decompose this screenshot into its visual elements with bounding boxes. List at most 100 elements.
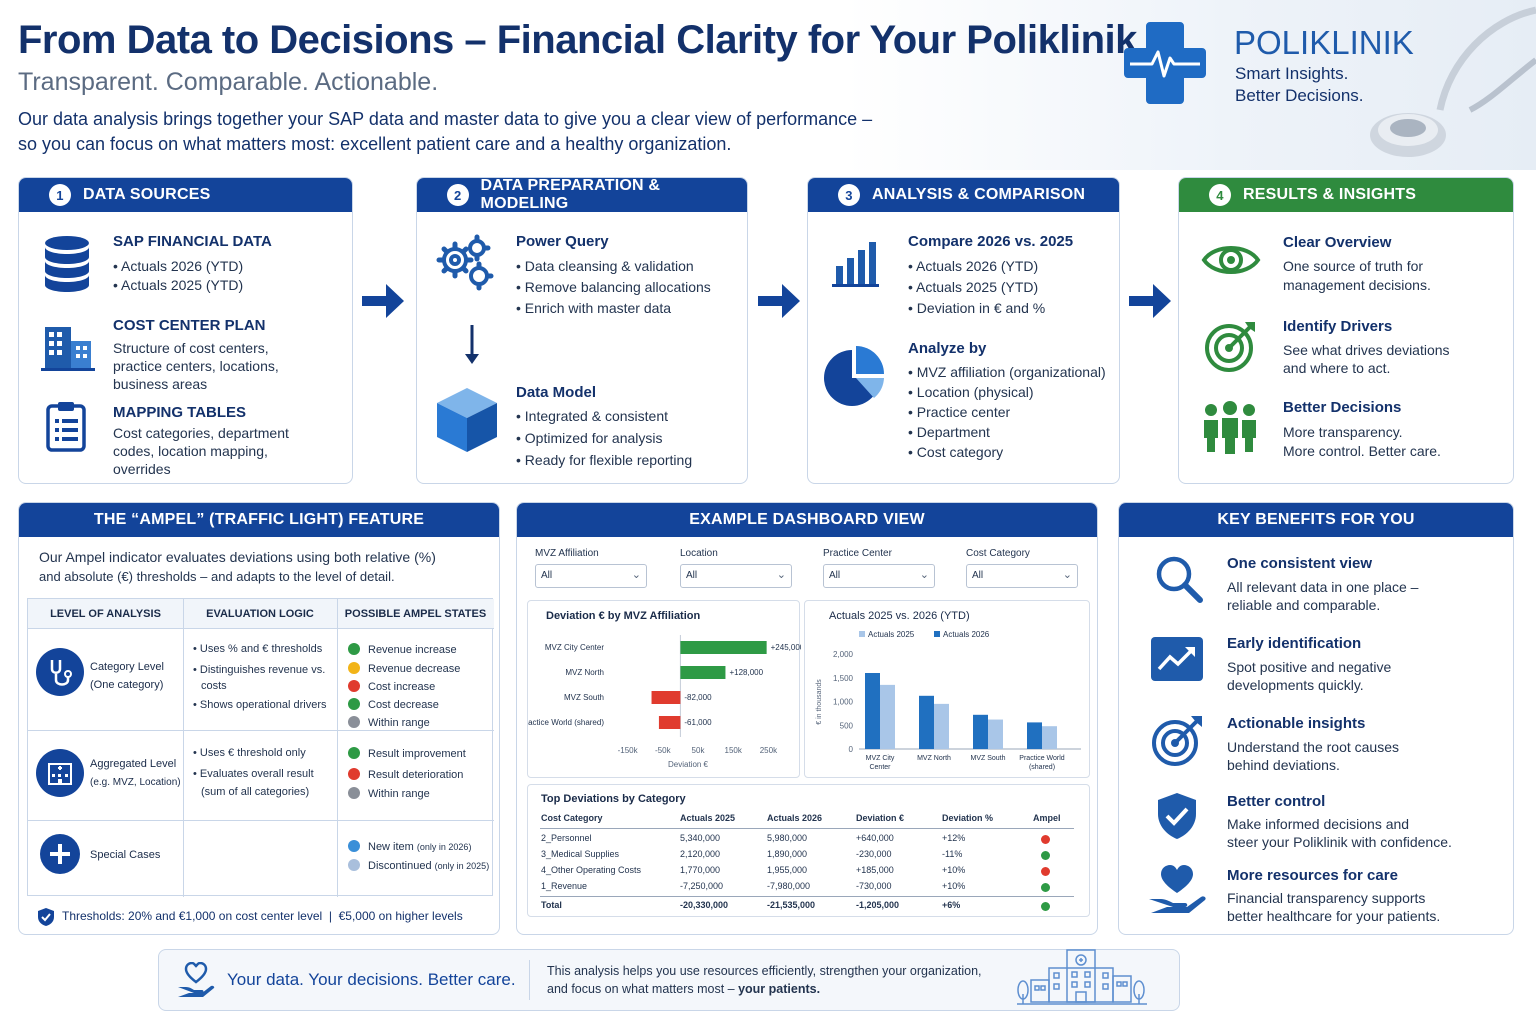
sap-financial-data-title: SAP FINANCIAL DATA <box>113 233 272 250</box>
table-cell: 4_Other Operating Costs <box>541 865 642 875</box>
ampel-feature-panel: THE “AMPEL” (TRAFFIC LIGHT) FEATURE Our … <box>18 502 500 935</box>
table-total-row: Total -20,330,000 -21,535,000 -1,205,000 +6% <box>540 900 1074 916</box>
page-title: From Data to Decisions – Financial Clari… <box>18 18 1137 62</box>
mapping-tables-text-1: Cost categories, department <box>113 425 289 441</box>
logic-item: • Shows operational drivers <box>193 699 327 711</box>
table-cell: 1,955,000 <box>767 865 808 875</box>
stethoscope-icon <box>36 648 84 696</box>
mapping-tables-text-3: overrides <box>113 461 171 477</box>
filter-location[interactable]: Location All ⌄ <box>680 548 792 588</box>
legend-label: Actuals 2026 <box>943 630 990 639</box>
filter-select[interactable]: All ⌄ <box>966 564 1078 588</box>
brand-tagline-2: Better Decisions. <box>1235 86 1364 105</box>
magnifier-icon <box>1156 556 1203 603</box>
gray-dot-icon <box>348 716 360 728</box>
clear-overview-text-2: management decisions. <box>1283 277 1431 293</box>
plus-icon <box>40 834 80 874</box>
data-label: -82,000 <box>684 693 712 702</box>
target-icon <box>1205 322 1255 372</box>
mapping-tables-title: MAPPING TABLES <box>113 404 247 421</box>
benefit-title: More resources for care <box>1227 867 1398 884</box>
example-dashboard-panel: EXAMPLE DASHBOARD VIEW MVZ Affiliation A… <box>516 502 1098 935</box>
ampel-state: Within range <box>348 716 430 729</box>
step-data-sources-panel: 1 DATA SOURCES SAP FINANCIAL DATA • Actu… <box>18 177 353 484</box>
brand-name: POLIKLINIK <box>1234 24 1414 61</box>
data-label: +245,000 <box>771 643 801 652</box>
table-row: 4_Other Operating Costs 1,770,000 1,955,00… <box>540 865 1074 881</box>
list-item: • Data cleansing & validation <box>516 258 694 274</box>
deviation-chart-card: Deviation € by MVZ Affiliation MVZ City … <box>527 600 801 778</box>
bar-actuals-2025 <box>880 684 895 749</box>
step-number: 2 <box>447 184 469 206</box>
filter-label: MVZ Affiliation <box>535 548 599 559</box>
hospital-skyline-icon <box>1017 949 1147 1005</box>
divider <box>540 896 1074 897</box>
chevron-down-icon: ⌄ <box>1062 569 1072 581</box>
y-tick-label: 1,500 <box>833 674 854 683</box>
cost-center-plan-title: COST CENTER PLAN <box>113 317 266 334</box>
identify-drivers-title: Identify Drivers <box>1283 318 1393 335</box>
step-results-panel: 4 RESULTS & INSIGHTS Clear Overview One … <box>1178 177 1514 484</box>
logic-item-cont: costs <box>201 680 227 692</box>
hospital-building-icon <box>36 749 84 797</box>
yellow-dot-icon <box>348 662 360 674</box>
benefit-text: reliable and comparable. <box>1227 597 1381 613</box>
benefit-text: better healthcare for your patients. <box>1227 908 1441 924</box>
list-item: • Practice center <box>908 404 1011 420</box>
table-cell: -730,000 <box>856 881 892 891</box>
target-arrow-icon <box>1152 716 1202 766</box>
table-cell: +10% <box>942 881 966 891</box>
column-header: LEVEL OF ANALYSIS <box>50 608 161 620</box>
column-header: Deviation % <box>942 813 994 823</box>
chevron-down-icon: ⌄ <box>776 569 786 581</box>
top-deviations-table: Top Deviations by Category Cost Category… <box>527 784 1090 917</box>
step-number: 4 <box>1209 184 1231 206</box>
category-label: MVZ North <box>917 755 951 762</box>
filter-select[interactable]: All ⌄ <box>680 564 792 588</box>
list-item: • MVZ affiliation (organizational) <box>908 364 1106 380</box>
category-label: MVZ North <box>565 668 604 677</box>
bar-chart-icon <box>832 242 879 287</box>
table-cell: 2,120,000 <box>680 849 721 859</box>
filter-practice-center[interactable]: Practice Center All ⌄ <box>823 548 935 588</box>
table-cell: 5,340,000 <box>680 833 721 843</box>
filter-select[interactable]: All ⌄ <box>535 564 647 588</box>
benefit-text: Understand the root causes <box>1227 739 1399 755</box>
list-item: • Enrich with master data <box>516 300 672 316</box>
green-dot-icon <box>348 643 360 655</box>
ampel-state: Revenue decrease <box>348 662 460 675</box>
category-label: MVZ South <box>970 755 1005 762</box>
ampel-dot-icon <box>1041 867 1050 876</box>
bar-actuals-2026 <box>1027 722 1042 749</box>
category-label: Practice World (shared) <box>528 718 604 727</box>
filter-select[interactable]: All ⌄ <box>823 564 935 588</box>
ampel-intro-1: Our Ampel indicator evaluates deviations… <box>39 549 436 565</box>
filter-mvz-affiliation[interactable]: MVZ Affiliation All ⌄ <box>535 548 647 588</box>
level-special-cases: Special Cases <box>90 849 161 861</box>
green-dot-icon <box>348 698 360 710</box>
table-cell: 1_Revenue <box>541 881 588 891</box>
table-cell: -11% <box>942 849 963 859</box>
filter-cost-category[interactable]: Cost Category All ⌄ <box>966 548 1078 588</box>
step-header: 2 DATA PREPARATION & MODELING <box>417 178 747 212</box>
level-category-sub: (One category) <box>90 679 164 691</box>
ampel-state: New item (only in 2026) <box>348 840 471 853</box>
category-label: MVZ City Center <box>545 643 604 652</box>
logic-item: • Distinguishes revenue vs. <box>193 664 326 676</box>
column-header: EVALUATION LOGIC <box>206 608 314 620</box>
data-label: +128,000 <box>729 668 763 677</box>
divider <box>529 960 530 1000</box>
benefit-title: Actionable insights <box>1227 715 1366 732</box>
step-header: 3 ANALYSIS & COMPARISON <box>808 178 1119 212</box>
footer-text-1: This analysis helps you use resources ef… <box>547 964 982 978</box>
table-cell: -7,250,000 <box>680 881 724 891</box>
column-header: Actuals 2026 <box>767 813 823 823</box>
trend-up-icon <box>1151 637 1203 681</box>
x-tick-label: 250k <box>760 746 778 755</box>
benefit-text: Spot positive and negative <box>1227 659 1392 675</box>
benefit-text: steer your Poliklinik with confidence. <box>1227 834 1452 850</box>
ampel-title: THE “AMPEL” (TRAFFIC LIGHT) FEATURE <box>19 503 499 537</box>
cube-icon <box>437 388 497 452</box>
chevron-down-icon: ⌄ <box>919 569 929 581</box>
x-tick-label: 50k <box>692 746 706 755</box>
